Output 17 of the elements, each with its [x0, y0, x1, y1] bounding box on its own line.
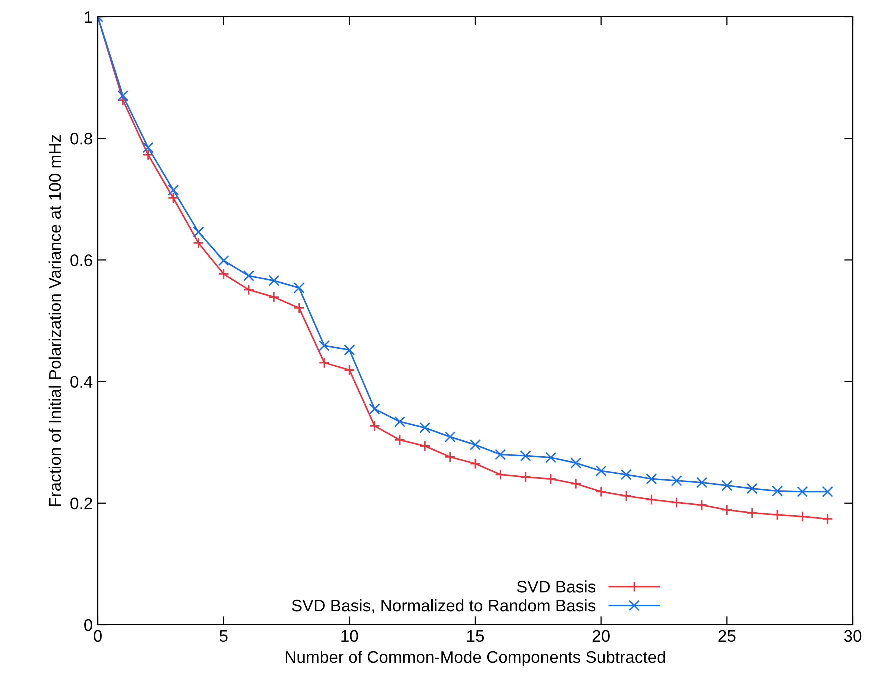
y-tick-label: 0.8	[70, 133, 92, 145]
y-axis-title: Fraction of Initial Polarization Variance at 100 mHz	[48, 135, 62, 506]
x-tick-label: 10	[342, 630, 358, 642]
legend-label: SVD Basis	[517, 580, 596, 593]
y-tick-label: 0.2	[70, 498, 92, 510]
legend-label: SVD Basis, Normalized to Random Basis	[292, 599, 596, 614]
y-tick-label: 0.6	[70, 254, 92, 266]
x-tick-label: 15	[468, 630, 484, 642]
x-tick-label: 20	[592, 630, 610, 642]
y-tick-label: 0.4	[70, 376, 93, 388]
x-tick-label: 5	[220, 630, 228, 642]
x-axis-title: Number of Common-Mode Components Subtracted	[286, 650, 666, 666]
x-tick-label: 25	[718, 630, 736, 642]
y-tick-label: 0	[84, 619, 92, 632]
x-tick-label: 30	[844, 630, 862, 642]
y-tick-label: 1	[85, 12, 92, 24]
x-tick-label: 0	[94, 630, 102, 642]
